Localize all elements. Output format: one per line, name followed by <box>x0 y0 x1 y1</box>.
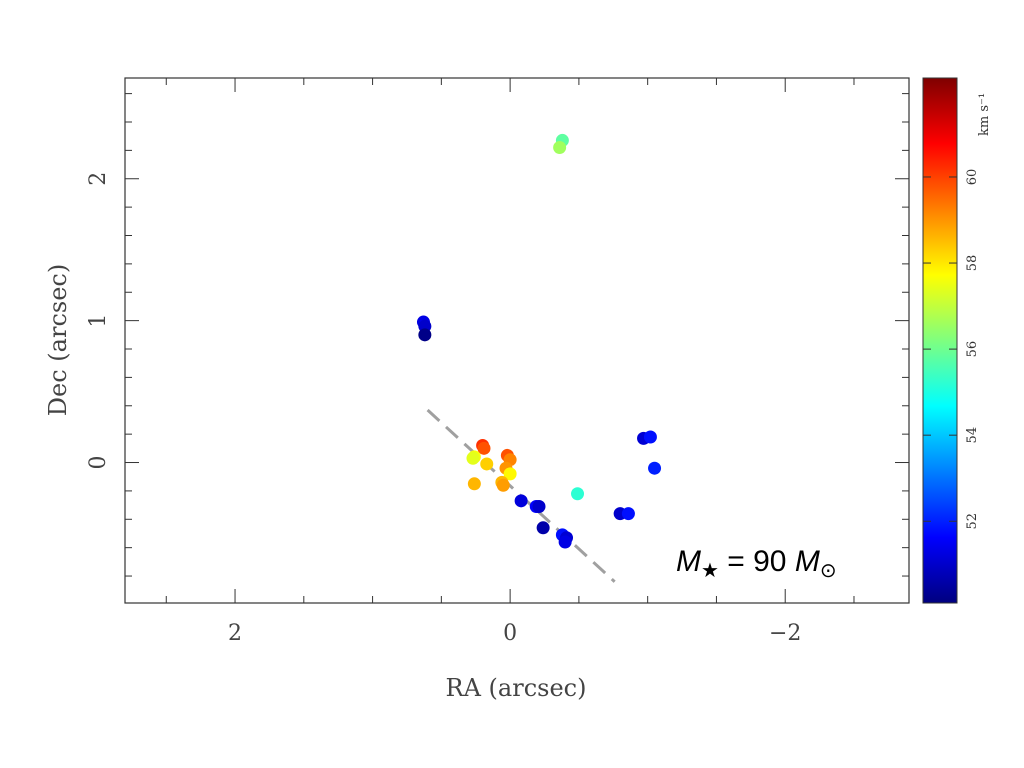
y-tick-label: 2 <box>86 172 111 186</box>
colorbar-tick-label: 58 <box>965 255 980 272</box>
x-tick-label: 2 <box>228 621 242 646</box>
data-point <box>536 521 550 535</box>
data-point <box>467 477 481 491</box>
data-point <box>558 535 572 549</box>
data-point <box>648 461 662 475</box>
y-tick-label: 1 <box>86 314 111 328</box>
x-tick-label: 0 <box>503 621 517 646</box>
stellar-mass-annotation: M★ = 90 M⊙ <box>676 545 837 582</box>
data-point <box>643 430 657 444</box>
data-point <box>477 441 491 455</box>
colorbar: 52 54 56 58 60 km s⁻¹ <box>922 77 992 604</box>
y-tick-label: 0 <box>86 456 111 470</box>
x-tick-labels: 2 0 −2 <box>228 621 801 646</box>
data-point <box>503 467 517 481</box>
plot-border <box>124 77 910 604</box>
data-point <box>496 478 510 492</box>
data-point <box>466 451 480 465</box>
plot-frame <box>124 77 910 604</box>
colorbar-tick-label: 56 <box>965 341 980 358</box>
y-tick-labels: 0 1 2 <box>86 172 111 470</box>
x-axis-title: RA (arcsec) <box>446 674 587 702</box>
data-point <box>571 487 585 501</box>
colorbar-unit-label: km s⁻¹ <box>977 93 992 136</box>
colorbar-tick-label: 54 <box>965 427 980 444</box>
data-point <box>418 328 432 342</box>
data-point <box>621 507 635 521</box>
x-tick-label: −2 <box>769 621 801 646</box>
colorbar-tick-label: 52 <box>965 513 980 530</box>
data-point <box>514 494 528 508</box>
colorbar-tick-label: 60 <box>965 169 980 186</box>
data-points <box>416 133 662 549</box>
data-point <box>532 500 546 514</box>
y-axis-title: Dec (arcsec) <box>44 264 72 416</box>
axis-ticks <box>125 78 909 603</box>
data-point <box>553 141 567 155</box>
data-point <box>480 457 494 471</box>
colorbar-ticks: 52 54 56 58 60 <box>923 169 980 530</box>
colorbar-gradient <box>922 77 958 604</box>
